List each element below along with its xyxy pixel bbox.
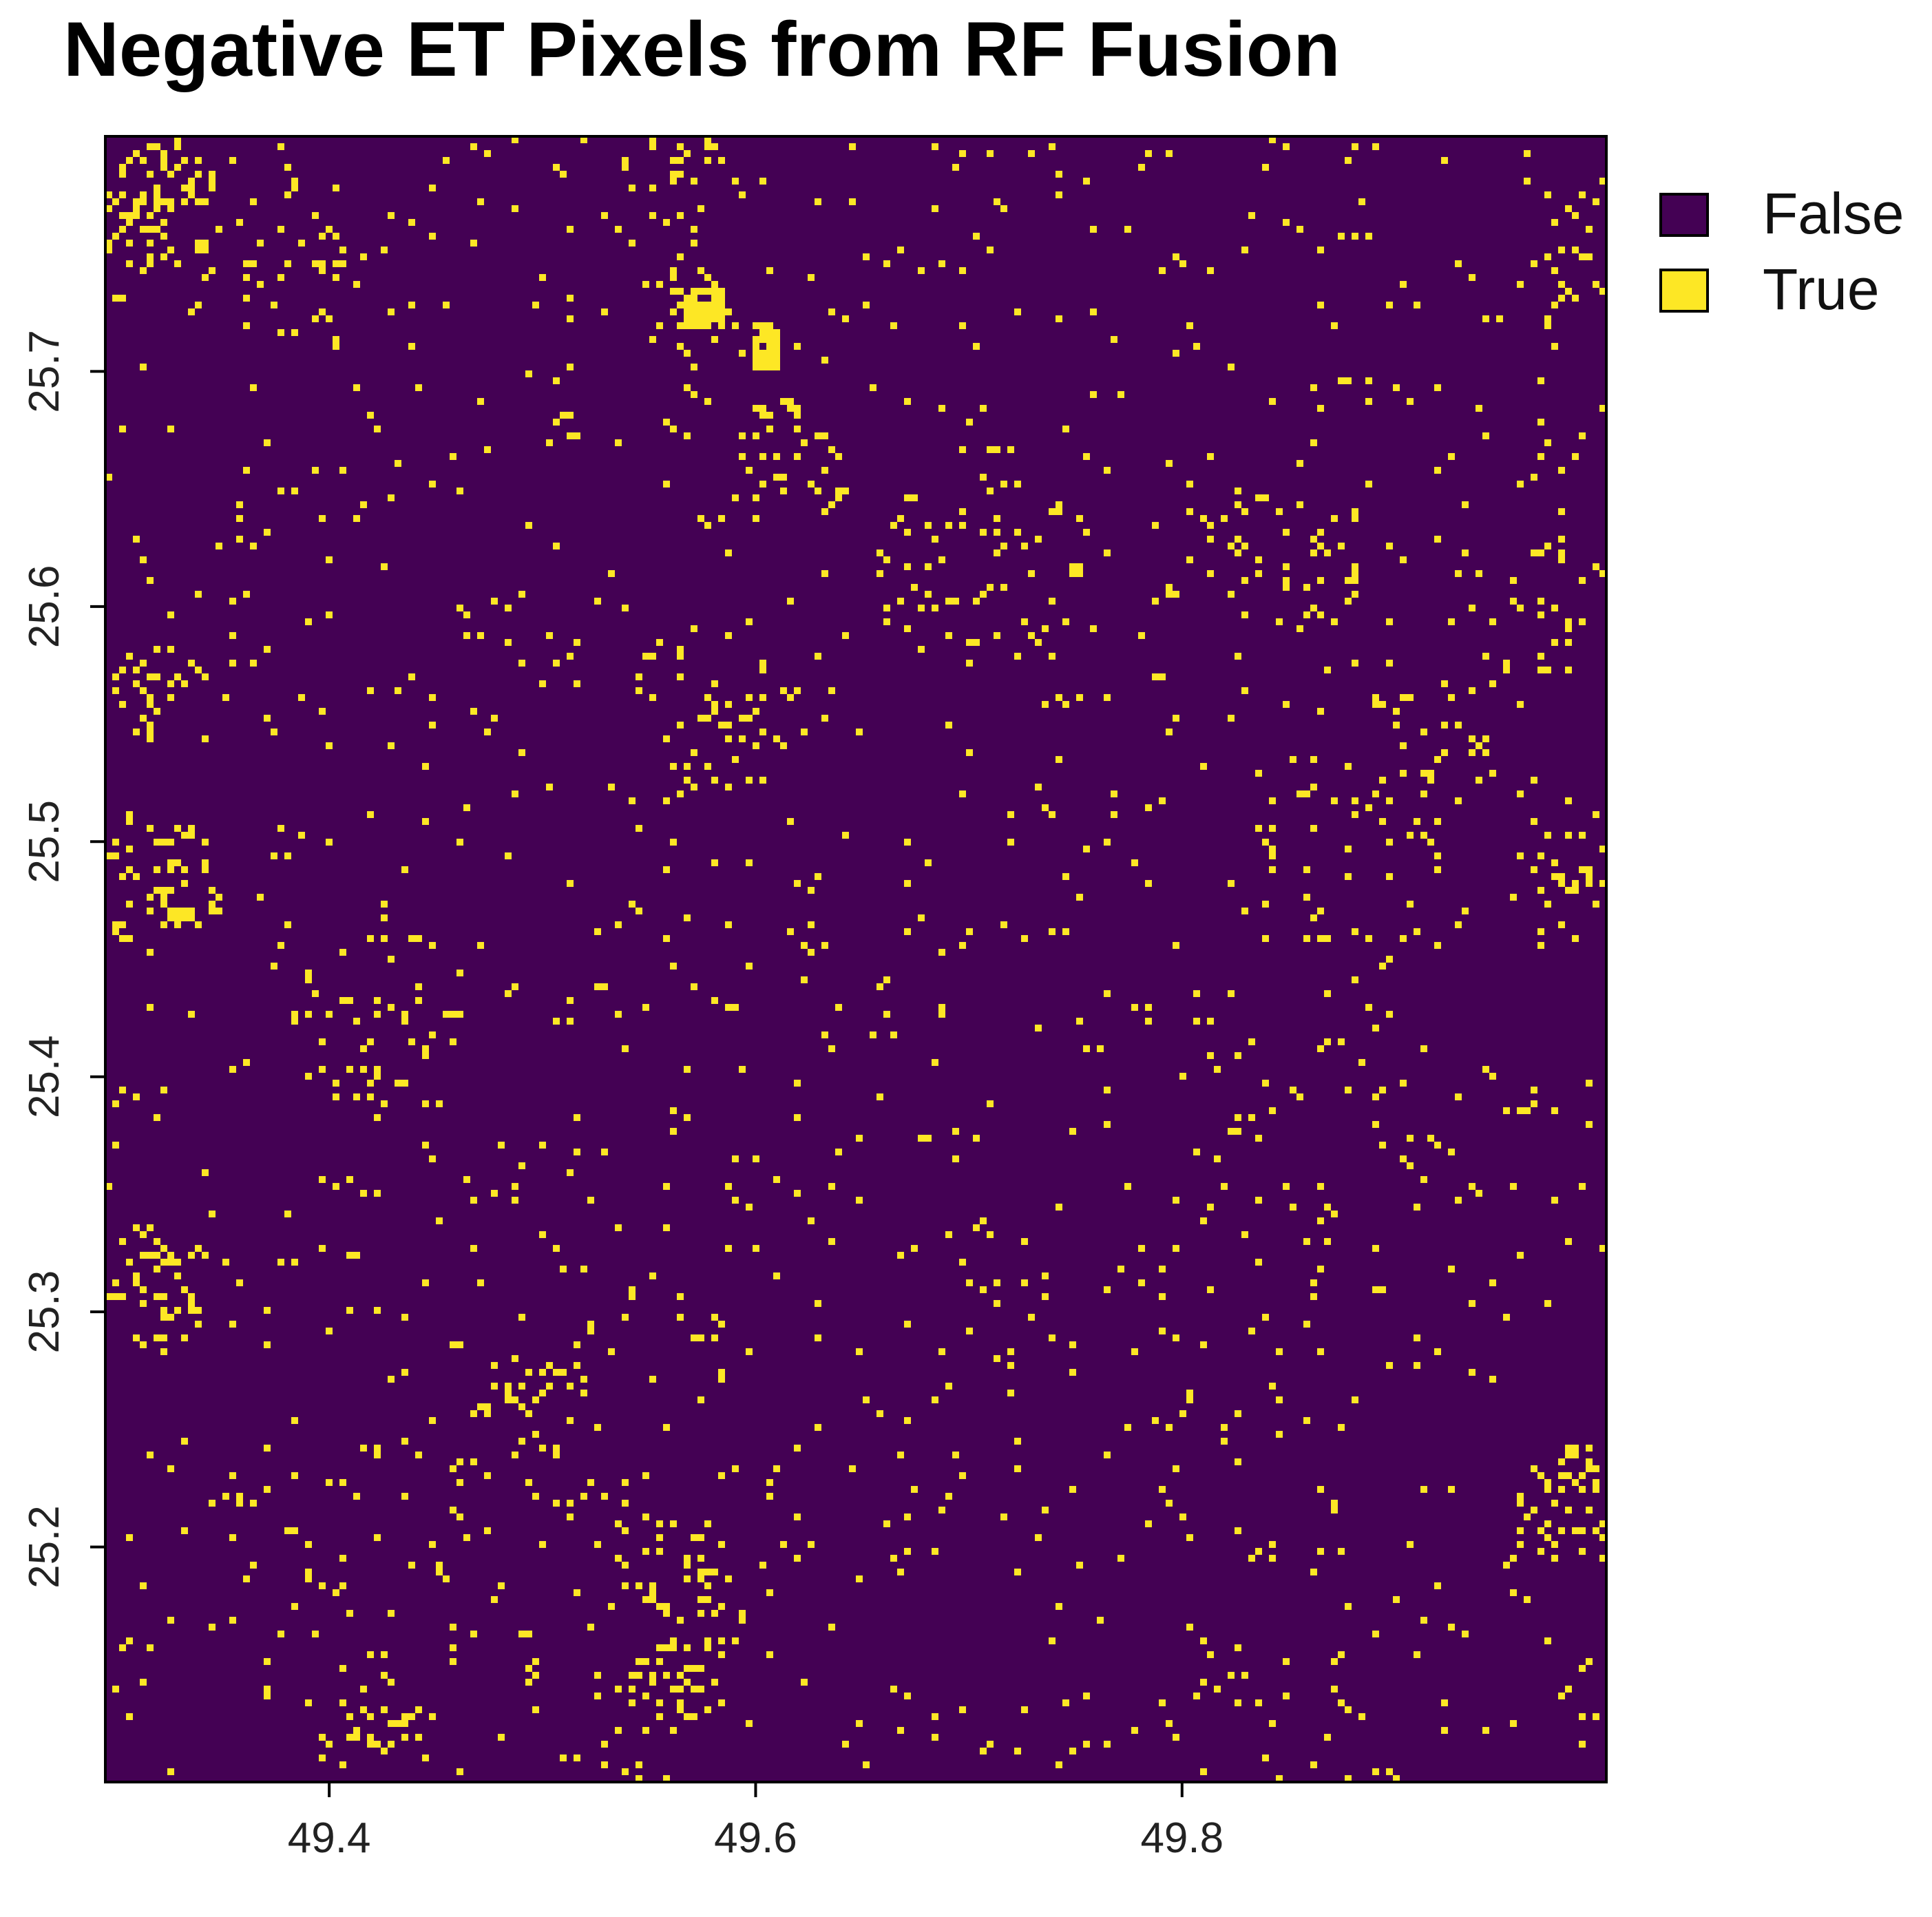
legend-label-false: False xyxy=(1763,181,1904,246)
legend-swatch-false xyxy=(1659,193,1709,237)
y-tick-label: 25.3 xyxy=(21,1270,68,1354)
legend: False True xyxy=(1659,181,1904,322)
y-axis: 25.2 25.3 25.4 25.5 25.6 25.7 xyxy=(21,330,105,1589)
legend-label-true: True xyxy=(1763,257,1880,322)
y-tick-label: 25.5 xyxy=(21,800,68,883)
plot-frame xyxy=(104,135,1608,1783)
y-tick-label: 25.4 xyxy=(21,1035,68,1118)
legend-swatch-true xyxy=(1659,269,1709,313)
x-tick-label: 49.8 xyxy=(1140,1814,1224,1862)
raster-layer xyxy=(105,136,1606,1782)
x-tick-label: 49.4 xyxy=(288,1814,371,1862)
chart-title: Negative ET Pixels from RF Fusion xyxy=(63,6,1341,92)
x-tick-label: 49.6 xyxy=(714,1814,797,1862)
y-tick-label: 25.6 xyxy=(21,565,68,649)
true-pixels xyxy=(105,136,1606,1782)
x-axis: 49.4 49.6 49.8 xyxy=(288,1782,1224,1862)
y-tick-label: 25.7 xyxy=(21,330,68,413)
raster-background xyxy=(105,136,1606,1782)
y-tick-label: 25.2 xyxy=(21,1505,68,1589)
